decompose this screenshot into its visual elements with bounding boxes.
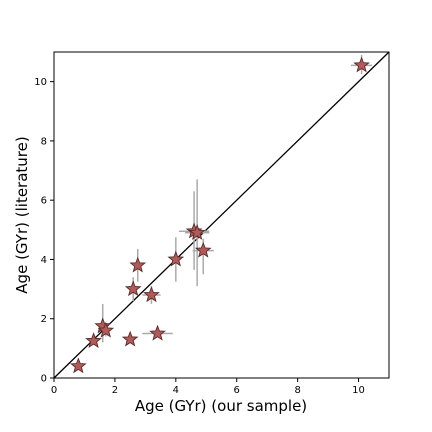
y-tick-label: 4 [41,255,47,266]
data-point-star [85,332,102,349]
y-tick-label: 8 [41,136,47,147]
x-tick-label: 0 [51,385,57,396]
data-point-star [194,241,212,258]
plot-area [53,51,390,379]
y-tick-label: 10 [34,77,47,88]
data-point-star [188,224,206,240]
y-tick-label: 6 [41,196,47,207]
data-point-star [143,286,160,303]
y-tick-label: 2 [41,314,47,325]
plot-frame [53,51,390,379]
data-point-star [121,330,139,347]
x-tick-label: 6 [234,385,240,396]
data-point-star [149,324,166,341]
x-tick-label: 4 [173,385,179,396]
y-tick-label: 0 [41,374,47,385]
data-point-star [97,321,115,338]
x-tick-label: 2 [112,385,118,396]
data-point-star [70,357,87,374]
axes: 0 2 4 6 8 10 0 2 4 6 8 10 [34,51,390,396]
data-point-star [353,56,370,73]
x-tick-label: 8 [294,385,300,396]
x-axis-label: Age (GYr) (our sample) [135,397,307,415]
data-point-star [124,280,142,297]
data-point-star [129,256,147,273]
data-point-star [167,250,185,267]
x-tick-label: 10 [352,385,365,396]
y-axis-label: Age (GYr) (literature) [13,136,31,293]
